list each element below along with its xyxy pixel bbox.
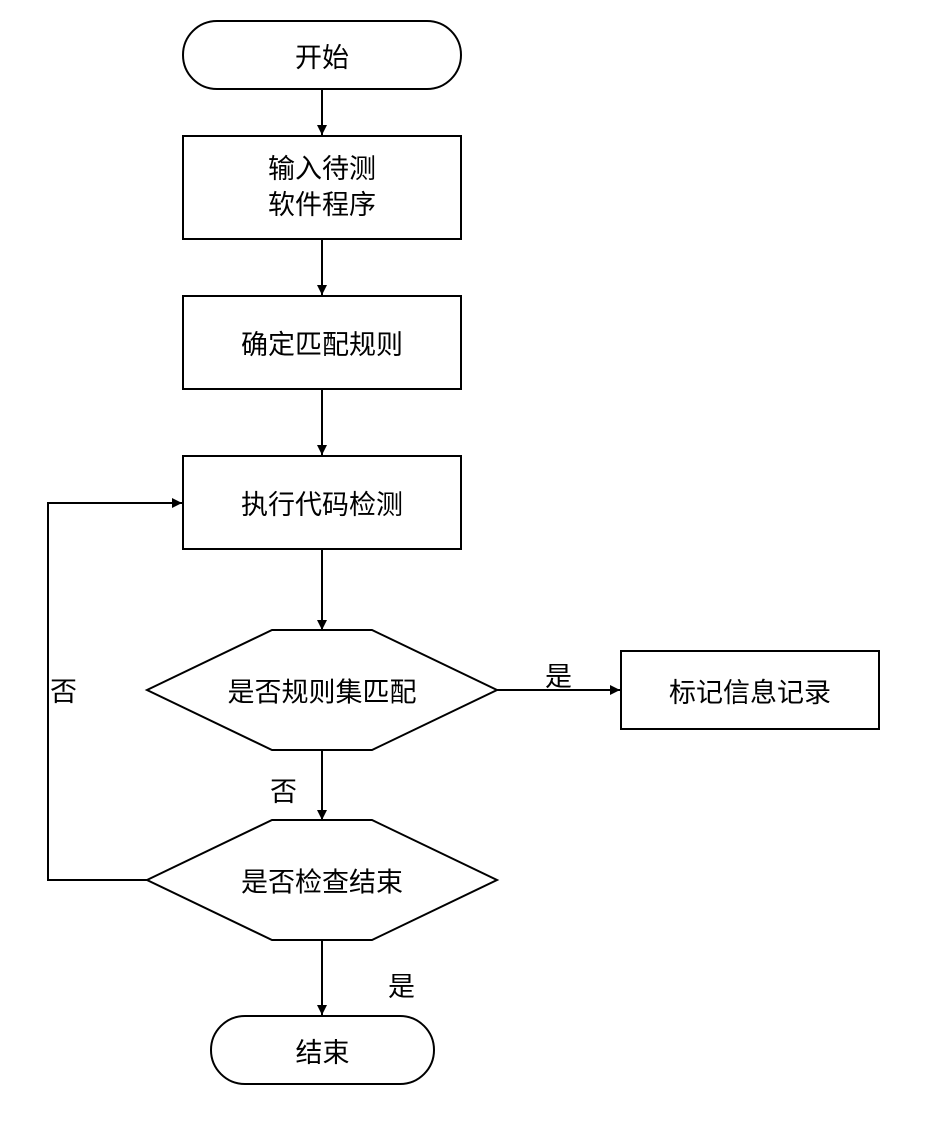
node-start-label: 开始 bbox=[295, 36, 349, 75]
node-end: 结束 bbox=[210, 1015, 435, 1085]
edges-layer bbox=[0, 0, 933, 1135]
node-match-label: 是否规则集匹配 bbox=[147, 671, 497, 710]
node-end-label: 结束 bbox=[296, 1031, 350, 1070]
flowchart-canvas: 开始 输入待测 软件程序 确定匹配规则 执行代码检测 是否规则集匹配 标记信息记… bbox=[0, 0, 933, 1135]
edge-label-match-yes: 是 bbox=[545, 655, 572, 694]
edge-label-checkend-yes: 是 bbox=[388, 965, 415, 1004]
node-record-label: 标记信息记录 bbox=[669, 671, 831, 710]
node-start: 开始 bbox=[182, 20, 462, 90]
node-detect: 执行代码检测 bbox=[182, 455, 462, 550]
node-rules-label: 确定匹配规则 bbox=[241, 323, 403, 362]
node-match: 是否规则集匹配 bbox=[147, 630, 497, 750]
node-input: 输入待测 软件程序 bbox=[182, 135, 462, 240]
node-detect-label: 执行代码检测 bbox=[241, 483, 403, 522]
node-checkend: 是否检查结束 bbox=[147, 820, 497, 940]
edge-label-match-no: 否 bbox=[270, 770, 297, 809]
edge-label-checkend-no: 否 bbox=[50, 670, 77, 709]
node-record: 标记信息记录 bbox=[620, 650, 880, 730]
node-checkend-label: 是否检查结束 bbox=[147, 861, 497, 900]
node-rules: 确定匹配规则 bbox=[182, 295, 462, 390]
node-input-label: 输入待测 软件程序 bbox=[268, 152, 376, 222]
